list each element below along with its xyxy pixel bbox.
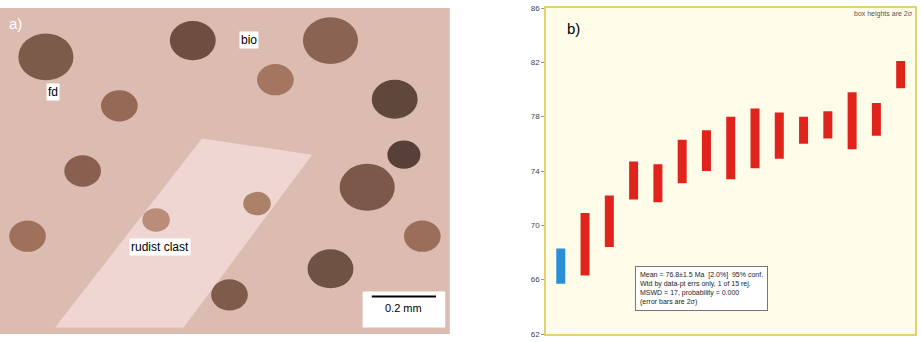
svg-text:82: 82 <box>531 58 540 67</box>
svg-text:b): b) <box>567 20 580 37</box>
svg-text:box heights are 2σ: box heights are 2σ <box>854 10 913 18</box>
svg-text:bio: bio <box>241 33 257 47</box>
svg-text:86: 86 <box>531 4 540 13</box>
svg-text:fd: fd <box>48 85 58 99</box>
svg-text:rudist clast: rudist clast <box>131 240 189 254</box>
svg-text:Mean = 76.8±1.5 Ma [2.0%] 95: Mean = 76.8±1.5 Ma [2.0%] 95% conf.Wtd b… <box>640 271 763 306</box>
svg-text:74: 74 <box>531 167 540 176</box>
svg-text:0.2 mm: 0.2 mm <box>385 302 422 314</box>
svg-text:70: 70 <box>531 221 540 230</box>
svg-text:78: 78 <box>531 112 540 121</box>
svg-text:66: 66 <box>531 275 540 284</box>
svg-text:a): a) <box>9 15 22 32</box>
svg-text:62: 62 <box>531 330 540 339</box>
